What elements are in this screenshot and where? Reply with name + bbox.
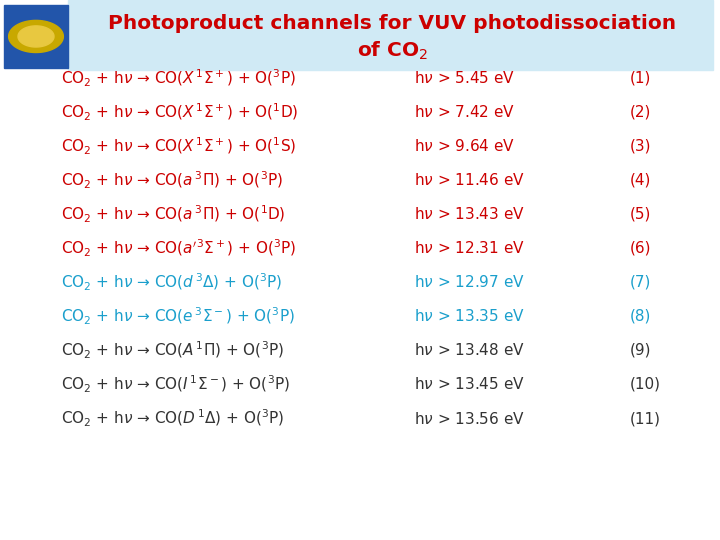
- Polygon shape: [9, 21, 63, 52]
- Text: (9): (9): [630, 343, 652, 358]
- FancyBboxPatch shape: [68, 0, 713, 70]
- Text: h$\nu$ > 9.64 eV: h$\nu$ > 9.64 eV: [414, 138, 515, 154]
- Text: (11): (11): [630, 411, 661, 426]
- Text: h$\nu$ > 13.45 eV: h$\nu$ > 13.45 eV: [414, 376, 525, 393]
- Text: Photoproduct channels for VUV photodissociation: Photoproduct channels for VUV photodisso…: [108, 14, 677, 33]
- Text: h$\nu$ > 12.31 eV: h$\nu$ > 12.31 eV: [414, 240, 525, 256]
- Text: CO$_2$ + h$\nu$ → CO($X\,^1\Sigma^+$) + O($^1$S): CO$_2$ + h$\nu$ → CO($X\,^1\Sigma^+$) + …: [61, 136, 297, 157]
- Text: (1): (1): [630, 71, 652, 86]
- Text: (7): (7): [630, 275, 652, 290]
- Text: (2): (2): [630, 105, 652, 120]
- Text: h$\nu$ > 13.48 eV: h$\nu$ > 13.48 eV: [414, 342, 525, 359]
- Text: CO$_2$ + h$\nu$ → CO($a\,^3\Pi$) + O($^1$D): CO$_2$ + h$\nu$ → CO($a\,^3\Pi$) + O($^1…: [61, 204, 286, 225]
- Text: h$\nu$ > 12.97 eV: h$\nu$ > 12.97 eV: [414, 274, 525, 291]
- Text: h$\nu$ > 13.43 eV: h$\nu$ > 13.43 eV: [414, 206, 525, 222]
- Text: CO$_2$ + h$\nu$ → CO($I\,^1\Sigma^-$) + O($^3$P): CO$_2$ + h$\nu$ → CO($I\,^1\Sigma^-$) + …: [61, 374, 290, 395]
- Text: (4): (4): [630, 173, 652, 188]
- Text: h$\nu$ > 11.46 eV: h$\nu$ > 11.46 eV: [414, 172, 525, 188]
- Text: CO$_2$ + h$\nu$ → CO($a'^3\Sigma^+$) + O($^3$P): CO$_2$ + h$\nu$ → CO($a'^3\Sigma^+$) + O…: [61, 238, 297, 259]
- Text: (6): (6): [630, 241, 652, 256]
- Text: CO$_2$ + h$\nu$ → CO($A\,^1\Pi$) + O($^3$P): CO$_2$ + h$\nu$ → CO($A\,^1\Pi$) + O($^3…: [61, 340, 284, 361]
- Text: CO$_2$ + h$\nu$ → CO($X\,^1\Sigma^+$) + O($^1$D): CO$_2$ + h$\nu$ → CO($X\,^1\Sigma^+$) + …: [61, 102, 299, 123]
- Text: CO$_2$ + h$\nu$ → CO($a\,^3\Pi$) + O($^3$P): CO$_2$ + h$\nu$ → CO($a\,^3\Pi$) + O($^3…: [61, 170, 283, 191]
- Text: h$\nu$ > 5.45 eV: h$\nu$ > 5.45 eV: [414, 70, 515, 86]
- Text: CO$_2$ + h$\nu$ → CO($X\,^1\Sigma^+$) + O($^3$P): CO$_2$ + h$\nu$ → CO($X\,^1\Sigma^+$) + …: [61, 68, 296, 89]
- Text: h$\nu$ > 13.35 eV: h$\nu$ > 13.35 eV: [414, 308, 525, 325]
- Text: (10): (10): [630, 377, 661, 392]
- Text: of CO$_2$: of CO$_2$: [357, 40, 428, 63]
- Text: (5): (5): [630, 207, 652, 222]
- Text: h$\nu$ > 13.56 eV: h$\nu$ > 13.56 eV: [414, 410, 525, 427]
- Text: h$\nu$ > 7.42 eV: h$\nu$ > 7.42 eV: [414, 104, 515, 120]
- Text: (3): (3): [630, 139, 652, 154]
- Text: (8): (8): [630, 309, 652, 324]
- Text: CO$_2$ + h$\nu$ → CO($D\,^1\Delta$) + O($^3$P): CO$_2$ + h$\nu$ → CO($D\,^1\Delta$) + O(…: [61, 408, 284, 429]
- Text: CO$_2$ + h$\nu$ → CO($d\,^3\Delta$) + O($^3$P): CO$_2$ + h$\nu$ → CO($d\,^3\Delta$) + O(…: [61, 272, 282, 293]
- Polygon shape: [18, 26, 54, 47]
- FancyBboxPatch shape: [4, 5, 68, 68]
- Text: CO$_2$ + h$\nu$ → CO($e\,^3\Sigma^-$) + O($^3$P): CO$_2$ + h$\nu$ → CO($e\,^3\Sigma^-$) + …: [61, 306, 295, 327]
